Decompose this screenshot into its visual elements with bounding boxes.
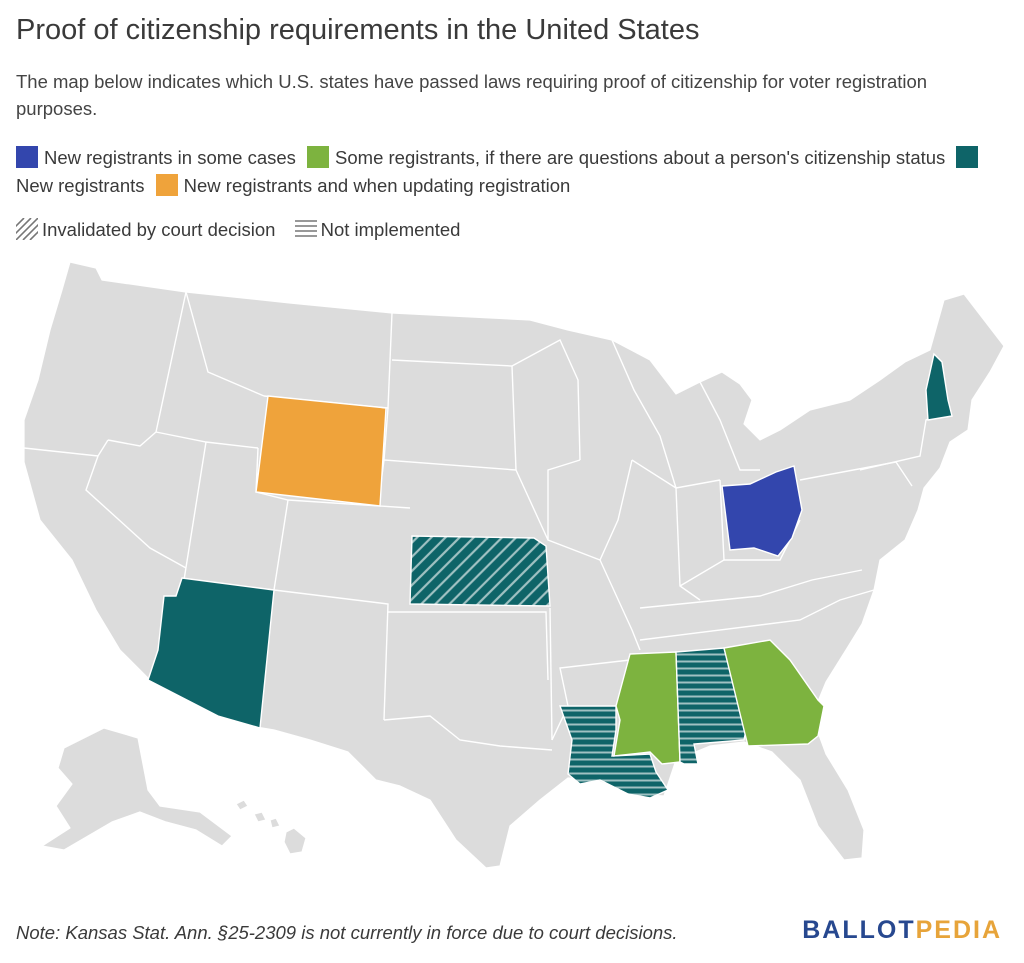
state-louisiana [559,705,670,799]
legend-label: Not implemented [320,219,461,240]
legend-label: Invalidated by court decision [42,219,276,240]
legend-swatch [307,146,330,168]
legend-swatch [16,146,38,168]
state-hawaii [235,799,307,855]
legend-item-new-registrants: New registrants [16,146,984,196]
logo-part2: PEDIA [915,916,1002,944]
legend-swatch [155,174,178,196]
legend-label: Some registrants, if there are questions… [335,147,946,168]
legend-item-not-implemented: Not implemented [294,219,461,240]
state-wyoming [255,395,387,507]
state-ohio [721,465,803,557]
legend-label: New registrants [16,175,145,196]
legend-item-invalidated: Invalidated by court decision [16,218,281,240]
legend-item-some-registrants: Some registrants, if there are questions… [307,146,946,168]
state-arizona [147,577,275,729]
diagonal-hatch-icon [16,218,38,240]
footnote: Note: Kansas Stat. Ann. §25-2309 is not … [16,922,678,943]
logo-part1: BALLOT [802,916,916,944]
horizontal-lines-icon [294,220,317,237]
state-georgia [723,639,825,747]
state-new-hampshire [925,352,953,421]
color-legend: New registrants in some cases Some regis… [16,144,1006,200]
legend-item-some-cases: New registrants in some cases [16,146,296,168]
legend-swatch [956,146,979,168]
legend-item-new-and-updating: New registrants and when updating regist… [155,174,571,196]
pattern-legend: Invalidated by court decision Not implem… [16,218,474,241]
legend-label: New registrants and when updating regist… [183,175,571,196]
map-title: Proof of citizenship requirements in the… [16,14,700,46]
legend-label: New registrants in some cases [44,147,296,168]
state-alaska [41,727,233,851]
state-kansas [409,535,551,607]
ballotpedia-logo[interactable]: BALLOTPEDIA [802,916,1002,945]
map-subtitle: The map below indicates which U.S. state… [16,71,928,119]
